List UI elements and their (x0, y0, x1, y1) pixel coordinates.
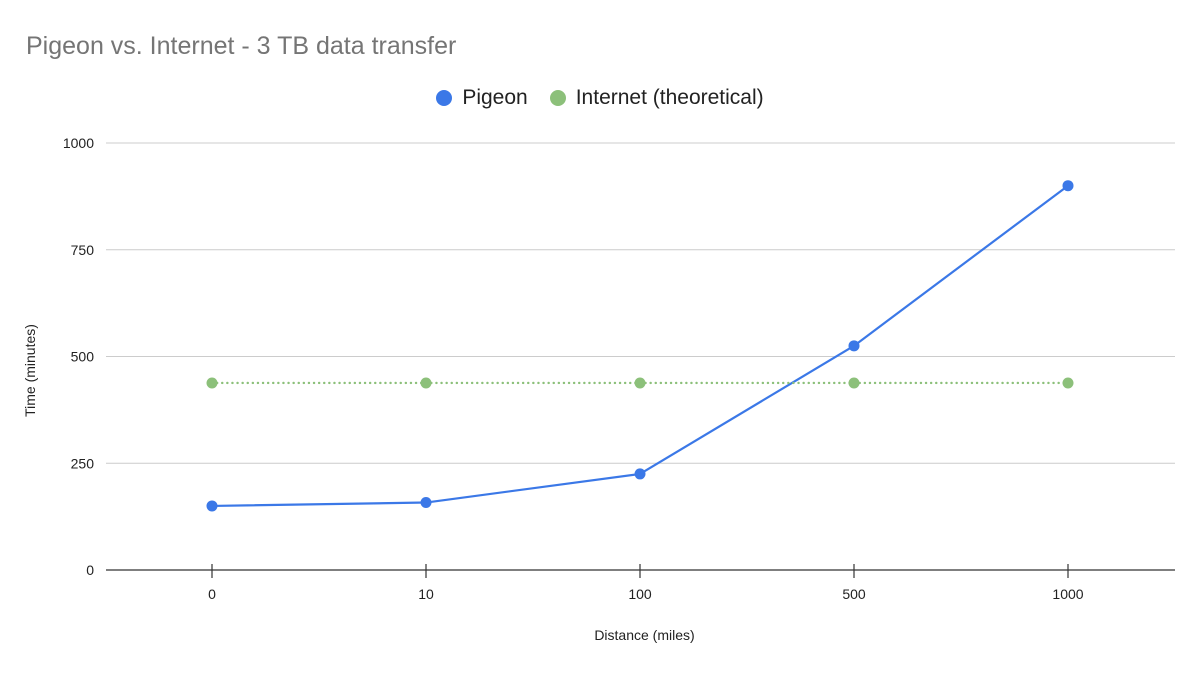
legend: Pigeon Internet (theoretical) (0, 86, 1200, 110)
data-point-pigeon-1000 (1062, 180, 1074, 192)
x-tick-label-100: 100 (628, 586, 652, 602)
data-point-pigeon-10 (420, 497, 432, 509)
data-point-internet-10 (420, 377, 432, 389)
x-tick-label-500: 500 (842, 586, 866, 602)
legend-item-pigeon[interactable]: Pigeon (436, 86, 528, 110)
y-axis-title: Time (minutes) (22, 324, 38, 417)
y-tick-label-0: 0 (86, 562, 94, 578)
data-point-internet-0 (206, 377, 218, 389)
series-line-pigeon (210, 184, 1070, 508)
legend-label-internet: Internet (theoretical) (575, 86, 764, 109)
x-tick-label-10: 10 (418, 586, 434, 602)
gridlines (106, 142, 1175, 464)
x-axis-title: Distance (miles) (594, 627, 694, 643)
legend-item-internet[interactable]: Internet (theoretical) (549, 86, 764, 110)
tick-labels: 0 250 500 750 1000 0 10 100 500 1000 (63, 135, 1084, 602)
series (206, 180, 1074, 512)
y-tick-label-250: 250 (71, 455, 95, 471)
legend-swatch-pigeon (436, 90, 453, 106)
data-point-internet-100 (634, 377, 646, 389)
data-point-pigeon-100 (634, 468, 646, 480)
axes (106, 564, 1175, 578)
x-tick-label-1000: 1000 (1052, 586, 1083, 602)
x-tick-label-0: 0 (208, 586, 216, 602)
chart-title: Pigeon vs. Internet - 3 TB data transfer (26, 32, 457, 60)
legend-swatch-internet (549, 90, 566, 106)
y-tick-label-1000: 1000 (63, 135, 94, 151)
y-tick-label-500: 500 (71, 349, 95, 365)
data-point-pigeon-0 (206, 500, 218, 512)
data-point-internet-500 (848, 377, 860, 389)
legend-label-pigeon: Pigeon (462, 86, 528, 109)
data-point-pigeon-500 (848, 340, 860, 352)
data-point-internet-1000 (1062, 377, 1074, 389)
y-tick-label-750: 750 (71, 242, 95, 258)
